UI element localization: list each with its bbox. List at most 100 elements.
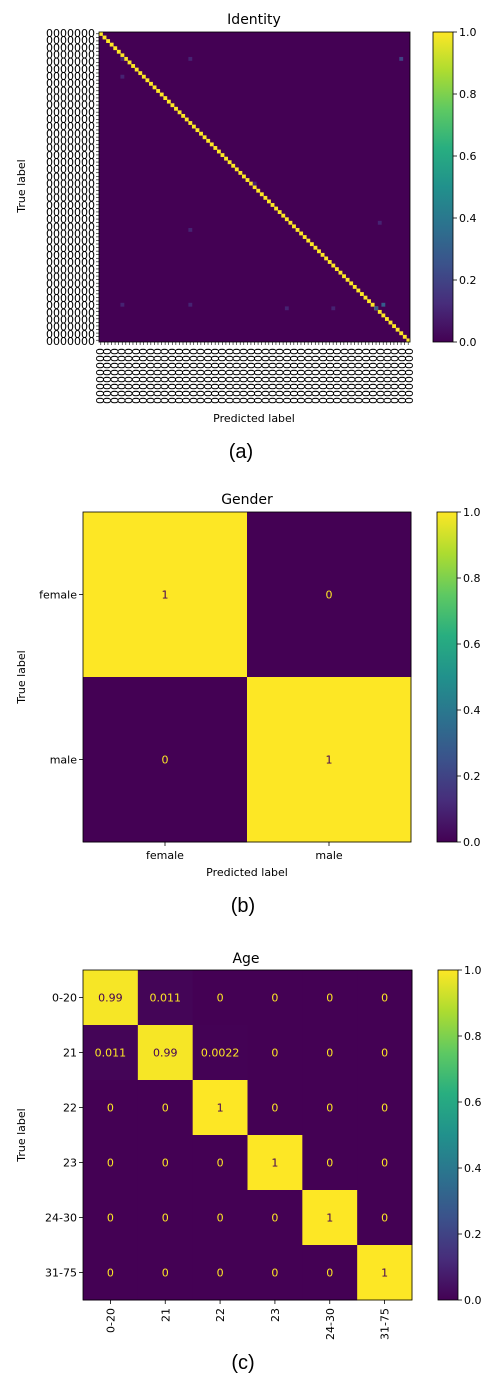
y-tick-label: female: [39, 589, 77, 602]
diagonal-cell: [224, 156, 228, 161]
diagonal-cell: [152, 85, 157, 90]
matrix-cell: [302, 1245, 358, 1301]
x-tick-label: 00000000: [108, 348, 121, 404]
identity-confusion-matrix: Identity 0000000000000000000000000000000…: [15, 12, 477, 463]
y-tick-label: 24-30: [45, 1212, 77, 1225]
diagonal-cell: [249, 181, 254, 186]
diagonal-cell: [292, 224, 296, 229]
y-tick-label: 0-20: [52, 992, 77, 1005]
cell-value-label: 0: [326, 1102, 333, 1115]
cell-value-label: 0: [381, 1047, 388, 1060]
off-diagonal-cell: [381, 302, 386, 307]
diagonal-cell: [274, 206, 279, 211]
diagonal-cell: [191, 124, 196, 129]
matrix-cell: [357, 1025, 413, 1081]
diagonal-cell: [349, 281, 354, 286]
matrix-cell: [83, 1080, 139, 1136]
colorbar-tick-label: 1.0: [463, 506, 481, 519]
diagonal-cell: [402, 334, 407, 339]
matrix-cell: [192, 1080, 248, 1136]
x-tick-label: 00000000: [101, 348, 114, 404]
diagonal-cell: [206, 138, 211, 143]
colorbar-tick-label: 0.0: [459, 336, 477, 349]
y-tick-label: 0000000: [46, 106, 95, 119]
diagonal-cell: [295, 227, 300, 232]
diagonal-cell: [216, 149, 221, 154]
x-tick-label: 00000000: [389, 348, 402, 404]
y-tick-label: 0000000: [46, 120, 95, 133]
plot-frame: [82, 511, 412, 843]
diagonal-cell: [145, 78, 150, 83]
colorbar-tick-label: 0.4: [464, 1162, 482, 1175]
cell-value-label: 0: [217, 1212, 224, 1225]
diagonal-cell: [231, 163, 236, 168]
cell-value-label: 1: [381, 1267, 388, 1280]
cell-value-label: 0: [381, 992, 388, 1005]
matrix-cells: [98, 31, 411, 343]
diagonal-cell: [124, 56, 128, 61]
cell-value-label: 0: [107, 1102, 114, 1115]
cell-value-label: 0: [326, 1047, 333, 1060]
y-tick-label: 31-75: [45, 1267, 77, 1280]
x-tick-label: 00000000: [137, 348, 150, 404]
y-tick-label: 0000000: [46, 156, 95, 169]
y-tick-label: 0000000: [46, 134, 95, 147]
x-tick-label: 00000000: [403, 348, 416, 404]
matrix-cell: [247, 677, 412, 843]
plot-frame: [82, 969, 413, 1301]
x-tick-label: 00000000: [353, 348, 366, 404]
colorbar-tick-label: 0.8: [463, 572, 481, 585]
y-tick-label: 0000000: [46, 185, 95, 198]
matrix-cell: [192, 970, 248, 1026]
diagonal-cell: [220, 153, 225, 158]
y-tick-label: 0000000: [46, 292, 95, 305]
diagonal-cell: [406, 338, 411, 343]
diagonal-cell: [256, 188, 261, 193]
matrix-cell: [247, 1135, 303, 1191]
x-tick-label: 00000000: [360, 348, 373, 404]
diagonal-cell: [138, 71, 143, 76]
x-tick-label: 00000000: [324, 348, 337, 404]
off-diagonal-cell: [399, 56, 404, 61]
off-diagonal-cell: [120, 74, 125, 79]
colorbar-gradient: [437, 969, 459, 1301]
x-tick-label: 00000000: [216, 348, 229, 404]
matrix-cell: [357, 970, 413, 1026]
diagonal-cell: [363, 295, 368, 300]
y-tick-label: 0000000: [46, 321, 95, 334]
diagonal-cell: [245, 178, 250, 182]
matrix-cell: [302, 1190, 358, 1246]
diagonal-cell: [267, 199, 271, 204]
x-tick-label: 00000000: [295, 348, 308, 404]
diagonal-cell: [331, 263, 336, 268]
matrix-cell: [357, 1245, 413, 1301]
x-tick-label: 00000000: [396, 348, 409, 404]
x-axis-label: Predicted label: [213, 412, 295, 425]
x-tick-label: 00000000: [180, 348, 193, 404]
y-tick-label: 0000000: [46, 99, 95, 112]
matrix-cell: [357, 1080, 413, 1136]
y-tick-label: 0000000: [46, 163, 95, 176]
y-tick-label: 0000000: [46, 228, 95, 241]
x-tick-label: 00000000: [288, 348, 301, 404]
diagonal-cell: [213, 146, 218, 150]
off-diagonal-cell: [188, 302, 193, 307]
diagonal-cell: [170, 103, 175, 108]
x-tick-label: 00000000: [245, 348, 258, 404]
matrix-cells: 1 0 0 1: [82, 511, 412, 843]
diagonal-cell: [113, 46, 118, 51]
diagonal-cell: [309, 242, 314, 247]
cell-value-label: 0: [271, 1212, 278, 1225]
matrix-cell: [83, 677, 248, 843]
x-tick-label: 00000000: [381, 348, 394, 404]
x-tick-label: 00000000: [116, 348, 129, 404]
matrix-cell: [137, 1135, 194, 1191]
cell-value-label: 0: [326, 1267, 333, 1280]
colorbar-tick-label: 1.0: [464, 964, 482, 977]
cell-value-label: 0: [162, 1102, 169, 1115]
x-tick-label: 00000000: [367, 348, 380, 404]
diagonal-cell: [241, 174, 246, 179]
cell-value-label: 0: [217, 992, 224, 1005]
cell-value-label: 0.011: [95, 1047, 127, 1060]
